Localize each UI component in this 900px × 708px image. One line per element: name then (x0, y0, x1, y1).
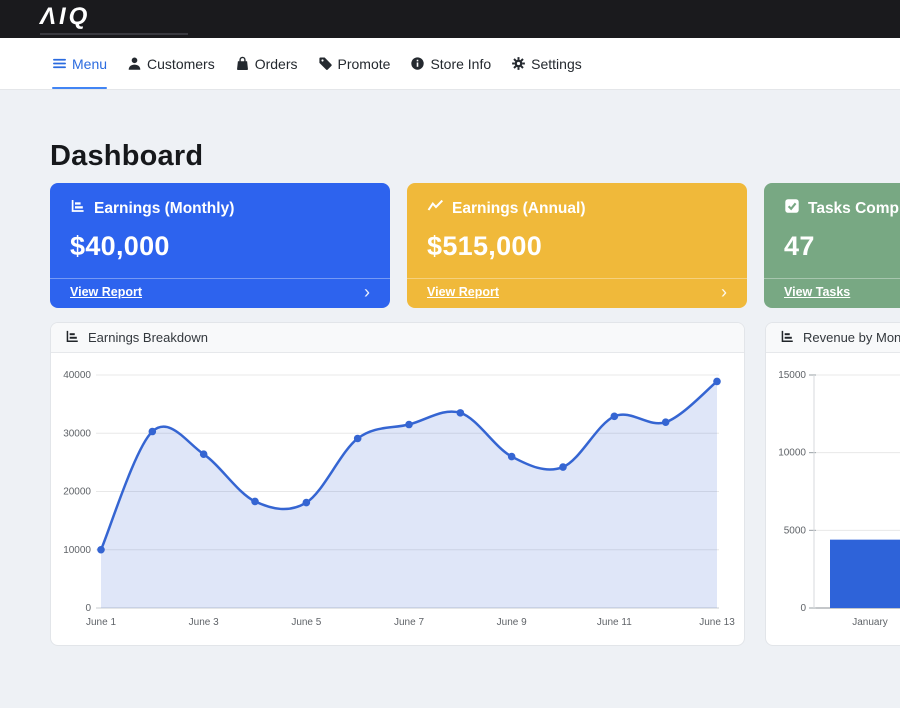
charts-row: Earnings Breakdown 0 10000 20000 30000 40000… (50, 322, 900, 646)
nav-item-promote[interactable]: Promote (318, 38, 391, 89)
chart-title: Earnings Breakdown (88, 330, 208, 345)
bar-chart-icon (65, 329, 80, 347)
svg-text:20000: 20000 (63, 487, 91, 498)
svg-text:June 7: June 7 (394, 617, 424, 628)
nav-item-label: Promote (337, 55, 391, 72)
main-content: Dashboard Earnings (Monthly) $40,000 Vie… (0, 140, 900, 646)
svg-text:5000: 5000 (784, 525, 807, 536)
earnings-breakdown-line-chart[interactable]: 0 10000 20000 30000 40000 June 1 June 3 June 5 J… (51, 353, 744, 645)
page-title: Dashboard (50, 140, 204, 172)
stat-card-earnings-annual[interactable]: Earnings (Annual) $515,000 View Report › (407, 183, 747, 308)
svg-text:June 11: June 11 (597, 617, 632, 628)
view-report-link[interactable]: View Report (70, 285, 143, 299)
svg-text:10000: 10000 (63, 545, 91, 556)
stat-card-value: $40,000 (70, 231, 170, 261)
stat-card-earnings-monthly[interactable]: Earnings (Monthly) $40,000 View Report › (50, 183, 390, 308)
view-tasks-link[interactable]: View Tasks (784, 285, 851, 299)
info-icon (410, 56, 425, 71)
stat-card-footer: View Report › (50, 278, 390, 308)
svg-text:June 3: June 3 (189, 617, 219, 628)
svg-text:June 1: June 1 (86, 617, 116, 628)
chart-card-header: Earnings Breakdown (51, 323, 744, 353)
nav-item-store-info[interactable]: Store Info (410, 38, 491, 89)
view-report-link[interactable]: View Report (427, 285, 500, 299)
svg-text:June 9: June 9 (497, 617, 527, 628)
nav-item-menu[interactable]: Menu (52, 38, 108, 89)
chevron-right-icon: › (364, 282, 370, 302)
stat-card-footer: View Tasks › (764, 278, 900, 308)
revenue-by-month-card: Revenue by Month 0 5000 10000 15000 January (765, 322, 900, 646)
svg-text:January: January (852, 617, 888, 628)
brand-logo[interactable]: ΛΙQ (40, 3, 91, 30)
svg-text:June 5: June 5 (291, 617, 321, 628)
menu-icon (52, 56, 67, 71)
bag-icon (235, 56, 250, 71)
svg-text:30000: 30000 (63, 428, 91, 439)
bar-chart-icon (780, 329, 795, 347)
bar-chart-icon (70, 198, 86, 219)
chart-card-header: Revenue by Month (766, 323, 900, 353)
nav-item-label: Orders (254, 55, 298, 72)
logo-underline (40, 33, 188, 35)
stat-card-title: Earnings (Monthly) (94, 199, 235, 217)
nav-item-label: Store Info (430, 55, 492, 72)
svg-text:June 13: June 13 (699, 617, 735, 628)
stat-card-title: Tasks Completed (808, 199, 900, 217)
main-navbar: Menu Customers Orders Promote Store Info (0, 38, 900, 90)
revenue-by-month-bar-chart[interactable]: 0 5000 10000 15000 January (766, 353, 900, 645)
tag-icon (318, 56, 333, 71)
stat-card-footer: View Report › (407, 278, 747, 308)
svg-text:0: 0 (85, 603, 91, 614)
person-icon (127, 56, 142, 71)
svg-text:0: 0 (800, 603, 806, 614)
nav-item-label: Settings (531, 55, 582, 72)
stat-card-value: $515,000 (427, 231, 543, 261)
gear-icon (511, 56, 526, 71)
chart-title: Revenue by Month (803, 330, 900, 345)
nav-item-customers[interactable]: Customers (127, 38, 215, 89)
nav-item-settings[interactable]: Settings (511, 38, 582, 89)
chevron-right-icon: › (721, 282, 727, 302)
line-chart-icon (427, 198, 444, 219)
nav-item-orders[interactable]: Orders (235, 38, 298, 89)
svg-text:40000: 40000 (63, 370, 91, 381)
top-app-bar: ΛΙQ (0, 0, 900, 38)
nav-item-label: Menu (72, 55, 108, 72)
stat-card-title: Earnings (Annual) (452, 199, 586, 217)
svg-text:15000: 15000 (778, 370, 806, 381)
check-square-icon (784, 198, 800, 219)
svg-text:10000: 10000 (778, 448, 806, 459)
nav-item-label: Customers (147, 55, 215, 72)
earnings-breakdown-card: Earnings Breakdown 0 10000 20000 30000 40000… (50, 322, 745, 646)
stat-card-tasks-completed[interactable]: Tasks Completed 47 View Tasks › (764, 183, 900, 308)
stat-cards-row: Earnings (Monthly) $40,000 View Report ›… (50, 183, 900, 308)
stat-card-value: 47 (784, 231, 815, 261)
